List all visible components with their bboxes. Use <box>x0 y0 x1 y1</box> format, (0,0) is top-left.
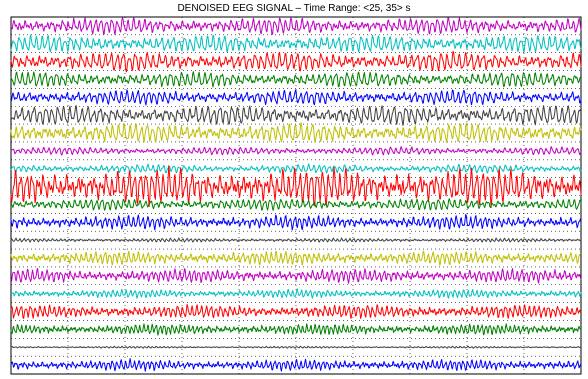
eeg-channel-trace <box>10 250 581 266</box>
eeg-channel-trace <box>10 237 582 243</box>
eeg-channel-trace <box>10 105 582 126</box>
eeg-channel-trace <box>10 163 582 174</box>
eeg-channel-trace <box>10 17 582 35</box>
eeg-channel-trace <box>10 323 582 336</box>
horizontal-grid <box>11 34 581 357</box>
eeg-channel-trace <box>10 304 582 319</box>
eeg-channel-trace <box>10 358 581 372</box>
eeg-channel-trace <box>10 288 582 299</box>
eeg-channel-trace <box>10 267 582 284</box>
eeg-channel-trace <box>10 214 582 231</box>
eeg-channel-trace <box>10 146 582 156</box>
eeg-channel-trace <box>10 34 582 53</box>
eeg-channel-trace <box>10 345 582 349</box>
eeg-channel-trace <box>10 71 582 88</box>
chart-title: DENOISED EEG SIGNAL – Time Range: <25, 3… <box>177 3 411 14</box>
eeg-channel-trace <box>10 89 582 106</box>
eeg-channel-trace <box>10 165 582 208</box>
eeg-traces <box>10 17 582 372</box>
eeg-channel-trace <box>10 50 582 73</box>
eeg-channel-trace <box>10 122 582 143</box>
eeg-channel-trace <box>10 198 582 211</box>
